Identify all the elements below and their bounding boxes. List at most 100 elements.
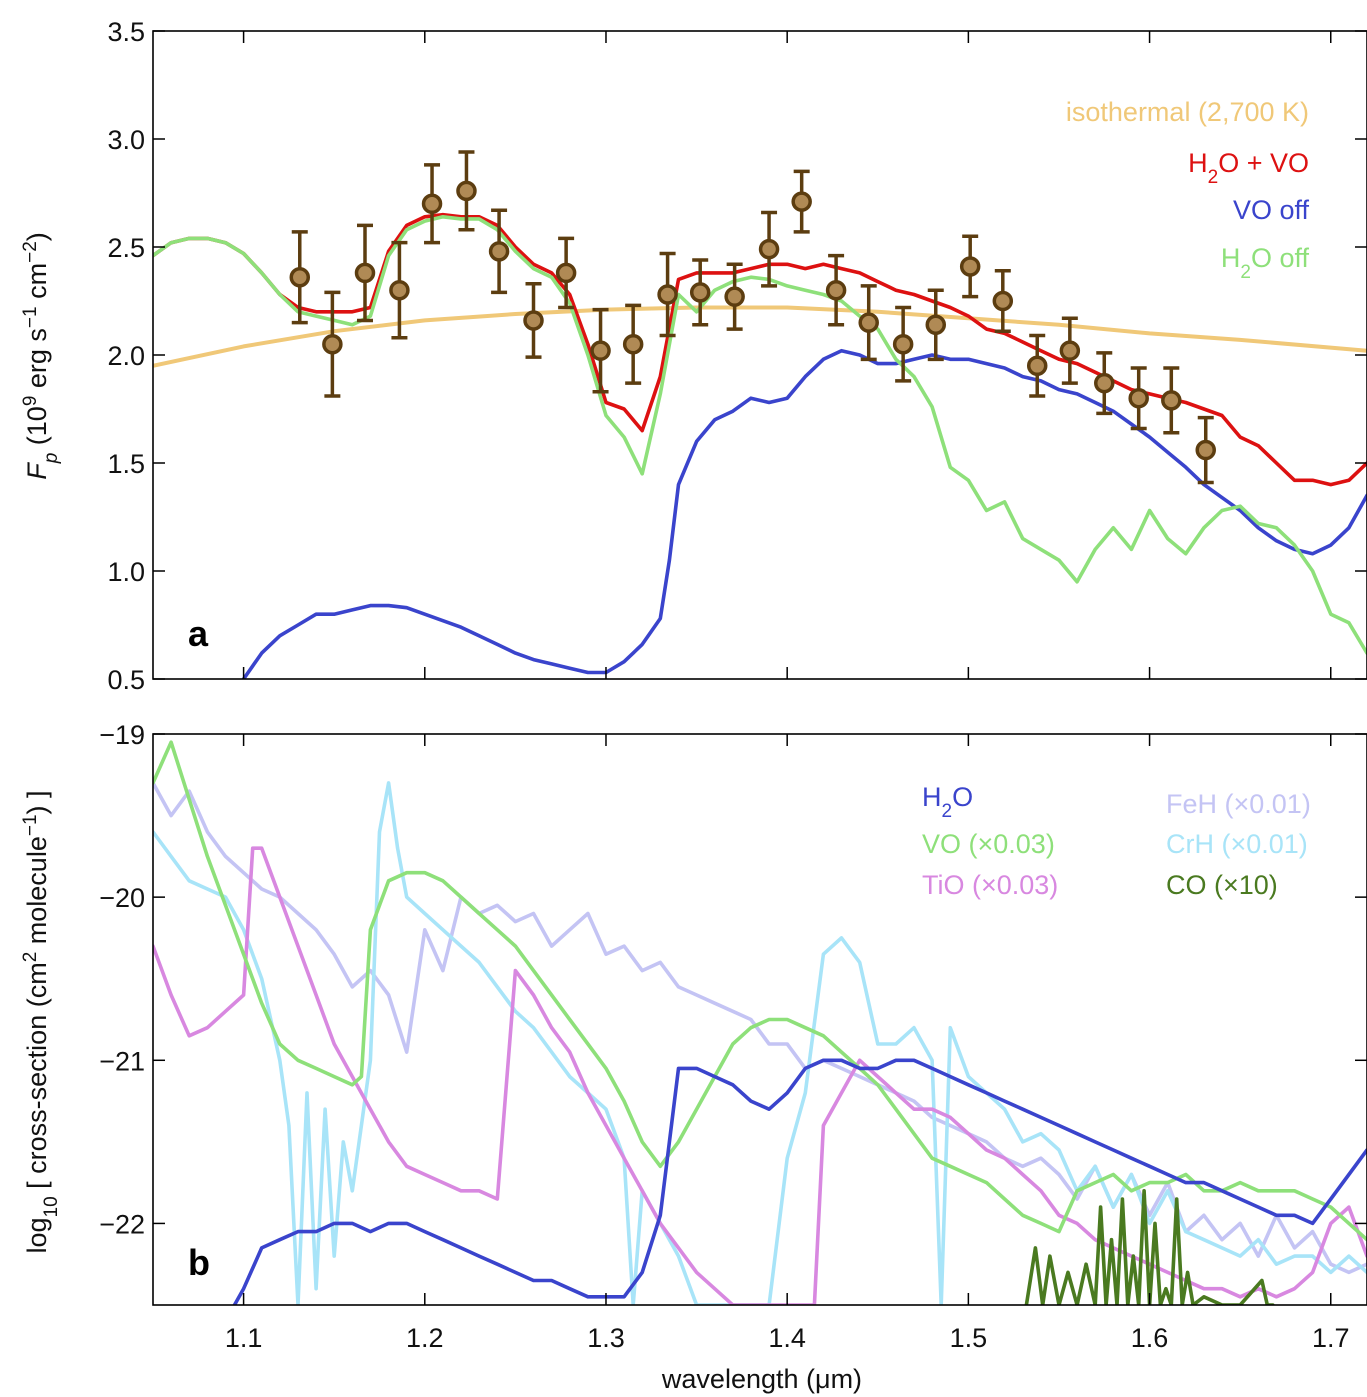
data-marker (389, 279, 410, 301)
data-point (892, 305, 914, 383)
panel-a-legend: isothermal (2,700 K) H2O + VO VO off H2O of… (1066, 97, 1310, 283)
data-marker (1195, 439, 1216, 461)
data-point (421, 163, 443, 245)
data-point (289, 230, 311, 325)
panel-a-axes: 0.5 1.0 1.5 2.0 2.5 3.0 3.5 (107, 17, 1367, 695)
data-point (488, 208, 510, 295)
plot-frame (152, 30, 1367, 680)
y-tick-label: −20 (99, 883, 145, 913)
series-line-isothermal (153, 305, 1367, 368)
legend-entry: H2O off (1221, 243, 1310, 283)
x-tick-label: 1.3 (587, 1323, 625, 1353)
data-marker (959, 256, 981, 277)
y-tick-label: 0.5 (107, 665, 145, 695)
legend-entry: CrH (×0.01) (1166, 829, 1308, 859)
data-marker (456, 180, 477, 202)
data-point (925, 288, 947, 362)
data-point (992, 269, 1014, 333)
legend-entry: VO (×0.03) (922, 829, 1055, 859)
data-point (689, 258, 711, 327)
y-tick-label: −19 (99, 720, 145, 750)
data-marker (1059, 340, 1081, 361)
data-marker (892, 333, 914, 355)
legend-entry: TiO (×0.03) (922, 870, 1058, 900)
y-tick-label: 2.5 (107, 233, 145, 263)
series-line-vo_off (241, 348, 1367, 679)
data-marker (523, 310, 544, 331)
y-tick-label: 2.0 (107, 341, 145, 371)
data-marker (992, 290, 1014, 312)
series-line-crh (153, 781, 1367, 1305)
y-tick-label: 3.5 (107, 17, 145, 47)
data-marker (622, 333, 644, 355)
series-line-feh (153, 781, 1367, 1275)
data-point (657, 251, 678, 338)
panel-a-data-points (289, 150, 1216, 485)
x-tick-label: 1.1 (225, 1323, 263, 1353)
data-marker (322, 333, 343, 355)
y-tick-label: 1.5 (107, 449, 145, 479)
y-tick-label: 3.0 (107, 125, 145, 155)
legend-entry: VO off (1233, 195, 1310, 225)
data-point (1094, 351, 1115, 416)
x-tick-label: 1.2 (406, 1323, 444, 1353)
data-point (1128, 366, 1149, 431)
data-marker (1161, 390, 1182, 411)
data-marker (1128, 387, 1149, 409)
data-marker (590, 340, 611, 361)
panel-a-spectrum: 0.5 1.0 1.5 2.0 2.5 3.0 3.5 isothermal (2,700 … (20, 17, 1367, 695)
data-point (622, 303, 644, 385)
data-marker (289, 266, 311, 288)
panel-a-ylabel: Fp (109 erg s−1 cm−2) (20, 232, 62, 480)
panel-a-series-group (153, 212, 1367, 679)
legend-entry: isothermal (2,700 K) (1066, 97, 1309, 127)
data-point (1161, 366, 1182, 435)
data-marker (1026, 355, 1048, 377)
x-tick-label: 1.7 (1312, 1323, 1350, 1353)
panel-b-series-group (153, 740, 1367, 1305)
series-line-h2o (232, 1058, 1367, 1305)
series-line-vo (153, 740, 1367, 1242)
data-point (724, 262, 745, 331)
data-marker (724, 286, 745, 307)
x-tick-label: 1.6 (1131, 1323, 1169, 1353)
x-tick-label: 1.5 (950, 1323, 988, 1353)
panel-b-ylabel: log10 [ cross-section (cm2 molecule−1) ] (20, 790, 62, 1253)
data-marker (488, 241, 510, 262)
data-marker (421, 193, 443, 215)
y-tick-label: −22 (99, 1209, 145, 1239)
data-point (590, 307, 611, 394)
data-marker (758, 238, 780, 260)
x-tick-label: 1.4 (768, 1323, 806, 1353)
data-point (523, 281, 544, 359)
data-marker (354, 262, 376, 284)
data-marker (858, 312, 879, 333)
data-point (322, 290, 343, 398)
panel-b-letter: b (188, 1242, 210, 1283)
y-tick-label: −21 (99, 1046, 145, 1076)
panel-b-legend: H2O VO (×0.03) TiO (×0.03) FeH (×0.01) CrH (… (922, 782, 1311, 900)
legend-entry: H2O (922, 782, 973, 822)
panel-b-axes: 1.1 1.2 1.3 1.4 1.5 1.6 1.7 −22 −21 −20 −19 (99, 720, 1367, 1353)
data-marker (791, 191, 812, 212)
data-marker (689, 282, 711, 303)
panel-a-letter: a (188, 613, 209, 654)
data-point (456, 150, 477, 232)
plot-frame (152, 733, 1367, 1306)
x-axis-title: wavelength (μm) (661, 1364, 862, 1394)
data-point (1195, 415, 1216, 485)
data-point (1026, 333, 1048, 398)
series-line-co (1024, 1189, 1275, 1305)
legend-entry: CO (×10) (1166, 870, 1278, 900)
data-point (959, 234, 981, 299)
legend-entry: FeH (×0.01) (1166, 789, 1311, 819)
y-tick-label: 1.0 (107, 557, 145, 587)
data-point (1059, 316, 1081, 385)
data-marker (657, 284, 678, 305)
panel-b-cross-sections: 1.1 1.2 1.3 1.4 1.5 1.6 1.7 −22 −21 −20 −19 H2O VO … (20, 720, 1367, 1353)
data-marker (925, 314, 947, 336)
data-point (791, 169, 812, 234)
data-point (858, 284, 879, 362)
data-marker (1094, 372, 1115, 394)
